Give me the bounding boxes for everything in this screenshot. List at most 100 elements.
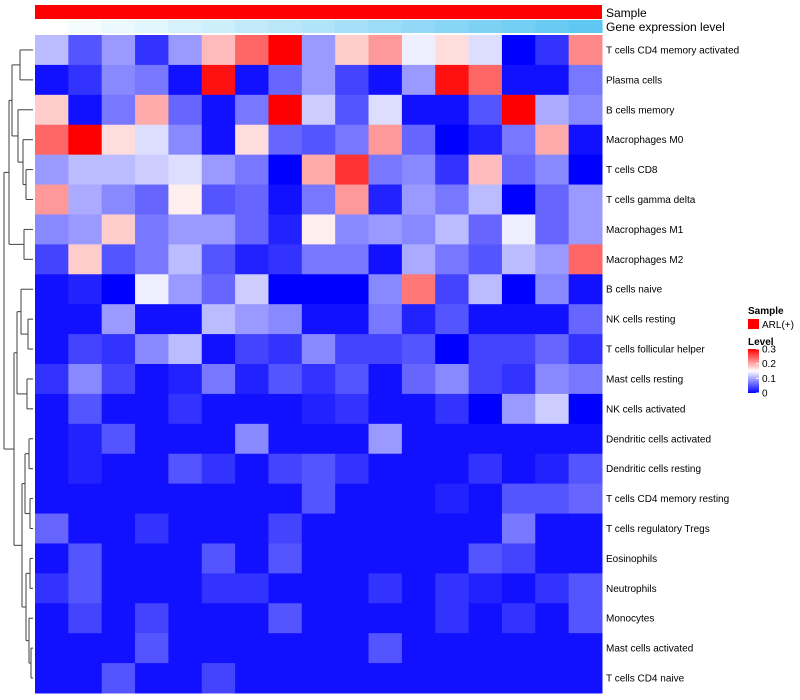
- legend-level-title: Level: [748, 337, 774, 348]
- heatmap-cell: [535, 423, 570, 455]
- heatmap-cell: [35, 64, 69, 96]
- heatmap-cell: [101, 663, 136, 694]
- heatmap-cell: [268, 35, 303, 66]
- heatmap-cell: [135, 244, 169, 275]
- heatmap-cell: [401, 513, 436, 544]
- row-label: Monocytes: [606, 614, 654, 625]
- heatmap-cell: [235, 274, 269, 305]
- heatmap-cell: [235, 304, 269, 335]
- heatmap-cell: [101, 334, 136, 365]
- row-labels: T cells CD4 memory activated Plasma cells…: [606, 45, 739, 684]
- heatmap-cell: [35, 94, 69, 126]
- heatmap-cell: [435, 543, 470, 574]
- legend-level-ticks: 0.3 0.2 0.1 0: [756, 345, 776, 400]
- heatmap-cell: [468, 633, 503, 664]
- heatmap-cell: [301, 154, 336, 186]
- legend: Sample ARL(+) Level 0.3 0.2 0.1 0: [748, 306, 794, 400]
- heatmap-cell: [468, 453, 503, 485]
- heatmap-cell: [101, 393, 136, 425]
- heatmap-cell: [368, 124, 403, 156]
- heatmap-cell: [135, 603, 169, 634]
- heatmap-cell: [335, 483, 370, 515]
- heatmap-cell: [435, 483, 470, 515]
- heatmap-cell: [35, 304, 69, 335]
- heatmap-cell: [101, 124, 136, 156]
- heatmap-cell: [101, 64, 136, 96]
- heatmap-cell: [568, 393, 603, 425]
- heatmap-cell: [468, 423, 503, 455]
- row-label: T cells CD4 memory resting: [606, 494, 729, 505]
- heatmap-cell: [535, 214, 570, 245]
- heatmap-cell: [168, 154, 203, 186]
- heatmap-cell: [435, 423, 470, 455]
- heatmap-cell: [468, 393, 503, 425]
- heatmap-cell: [101, 573, 136, 604]
- heatmap-cell: [201, 64, 236, 96]
- legend-level-tick-label: 0.2: [762, 359, 776, 370]
- heatmap-cell: [135, 334, 169, 365]
- heatmap-cell: [68, 184, 103, 215]
- heatmap-cell: [35, 184, 69, 215]
- heatmap-cell: [501, 513, 536, 544]
- heatmap-cell: [168, 304, 203, 335]
- heatmap-cell: [401, 364, 436, 395]
- heatmap-cell: [335, 334, 370, 365]
- heatmap-cell: [335, 573, 370, 604]
- heatmap-cell: [301, 364, 336, 395]
- heatmap-cell: [535, 543, 570, 574]
- heatmap-cell: [35, 543, 69, 574]
- heatmap-cell: [268, 423, 303, 455]
- heatmap-cell: [368, 364, 403, 395]
- heatmap-cell: [68, 453, 103, 485]
- heatmap-cell: [268, 633, 303, 664]
- heatmap-cell: [168, 184, 203, 215]
- heatmap-cell: [35, 244, 69, 275]
- heatmap-cell: [468, 214, 503, 245]
- row-label: T cells follicular helper: [606, 345, 705, 356]
- heatmap-cell: [101, 154, 136, 186]
- heatmap-cell: [401, 423, 436, 455]
- heatmap-cell: [535, 393, 570, 425]
- heatmap-cell: [35, 154, 69, 186]
- heatmap-cell: [501, 573, 536, 604]
- heatmap-cell: [501, 94, 536, 126]
- heatmap-cell: [568, 35, 603, 66]
- heatmap-cell: [35, 35, 69, 66]
- heatmap-cell: [68, 124, 103, 156]
- heatmap-cell: [568, 94, 603, 126]
- heatmap-cell: [501, 633, 536, 664]
- heatmap-cell: [201, 573, 236, 604]
- heatmap-cell: [335, 633, 370, 664]
- row-label: Dendritic cells activated: [606, 434, 711, 445]
- heatmap-cell: [301, 483, 336, 515]
- heatmap-cell: [435, 274, 470, 305]
- heatmap-cell: [535, 154, 570, 186]
- heatmap-cell: [235, 35, 269, 66]
- heatmap-cell: [201, 423, 236, 455]
- heatmap-cell: [535, 304, 570, 335]
- heatmap-cell: [368, 64, 403, 96]
- heatmap-cell: [335, 543, 370, 574]
- heatmap-cell: [468, 334, 503, 365]
- gene-expression-annotation-cell: [401, 20, 436, 33]
- heatmap-cell: [568, 573, 603, 604]
- heatmap-cell: [368, 423, 403, 455]
- row-label: T cells gamma delta: [606, 195, 696, 206]
- heatmap-cell: [35, 423, 69, 455]
- heatmap-cell: [501, 364, 536, 395]
- heatmap-cell: [401, 393, 436, 425]
- heatmap-cell: [268, 663, 303, 694]
- heatmap-cell: [135, 543, 169, 574]
- gene-expression-annotation-cell: [35, 20, 69, 33]
- heatmap-cell: [335, 393, 370, 425]
- heatmap-cell: [468, 304, 503, 335]
- heatmap-cell: [568, 453, 603, 485]
- heatmap-cell: [68, 603, 103, 634]
- heatmap-cell: [68, 304, 103, 335]
- heatmap-cell: [401, 573, 436, 604]
- heatmap-cell: [301, 573, 336, 604]
- heatmap-cell: [468, 364, 503, 395]
- heatmap-cell: [68, 364, 103, 395]
- heatmap-cell: [68, 334, 103, 365]
